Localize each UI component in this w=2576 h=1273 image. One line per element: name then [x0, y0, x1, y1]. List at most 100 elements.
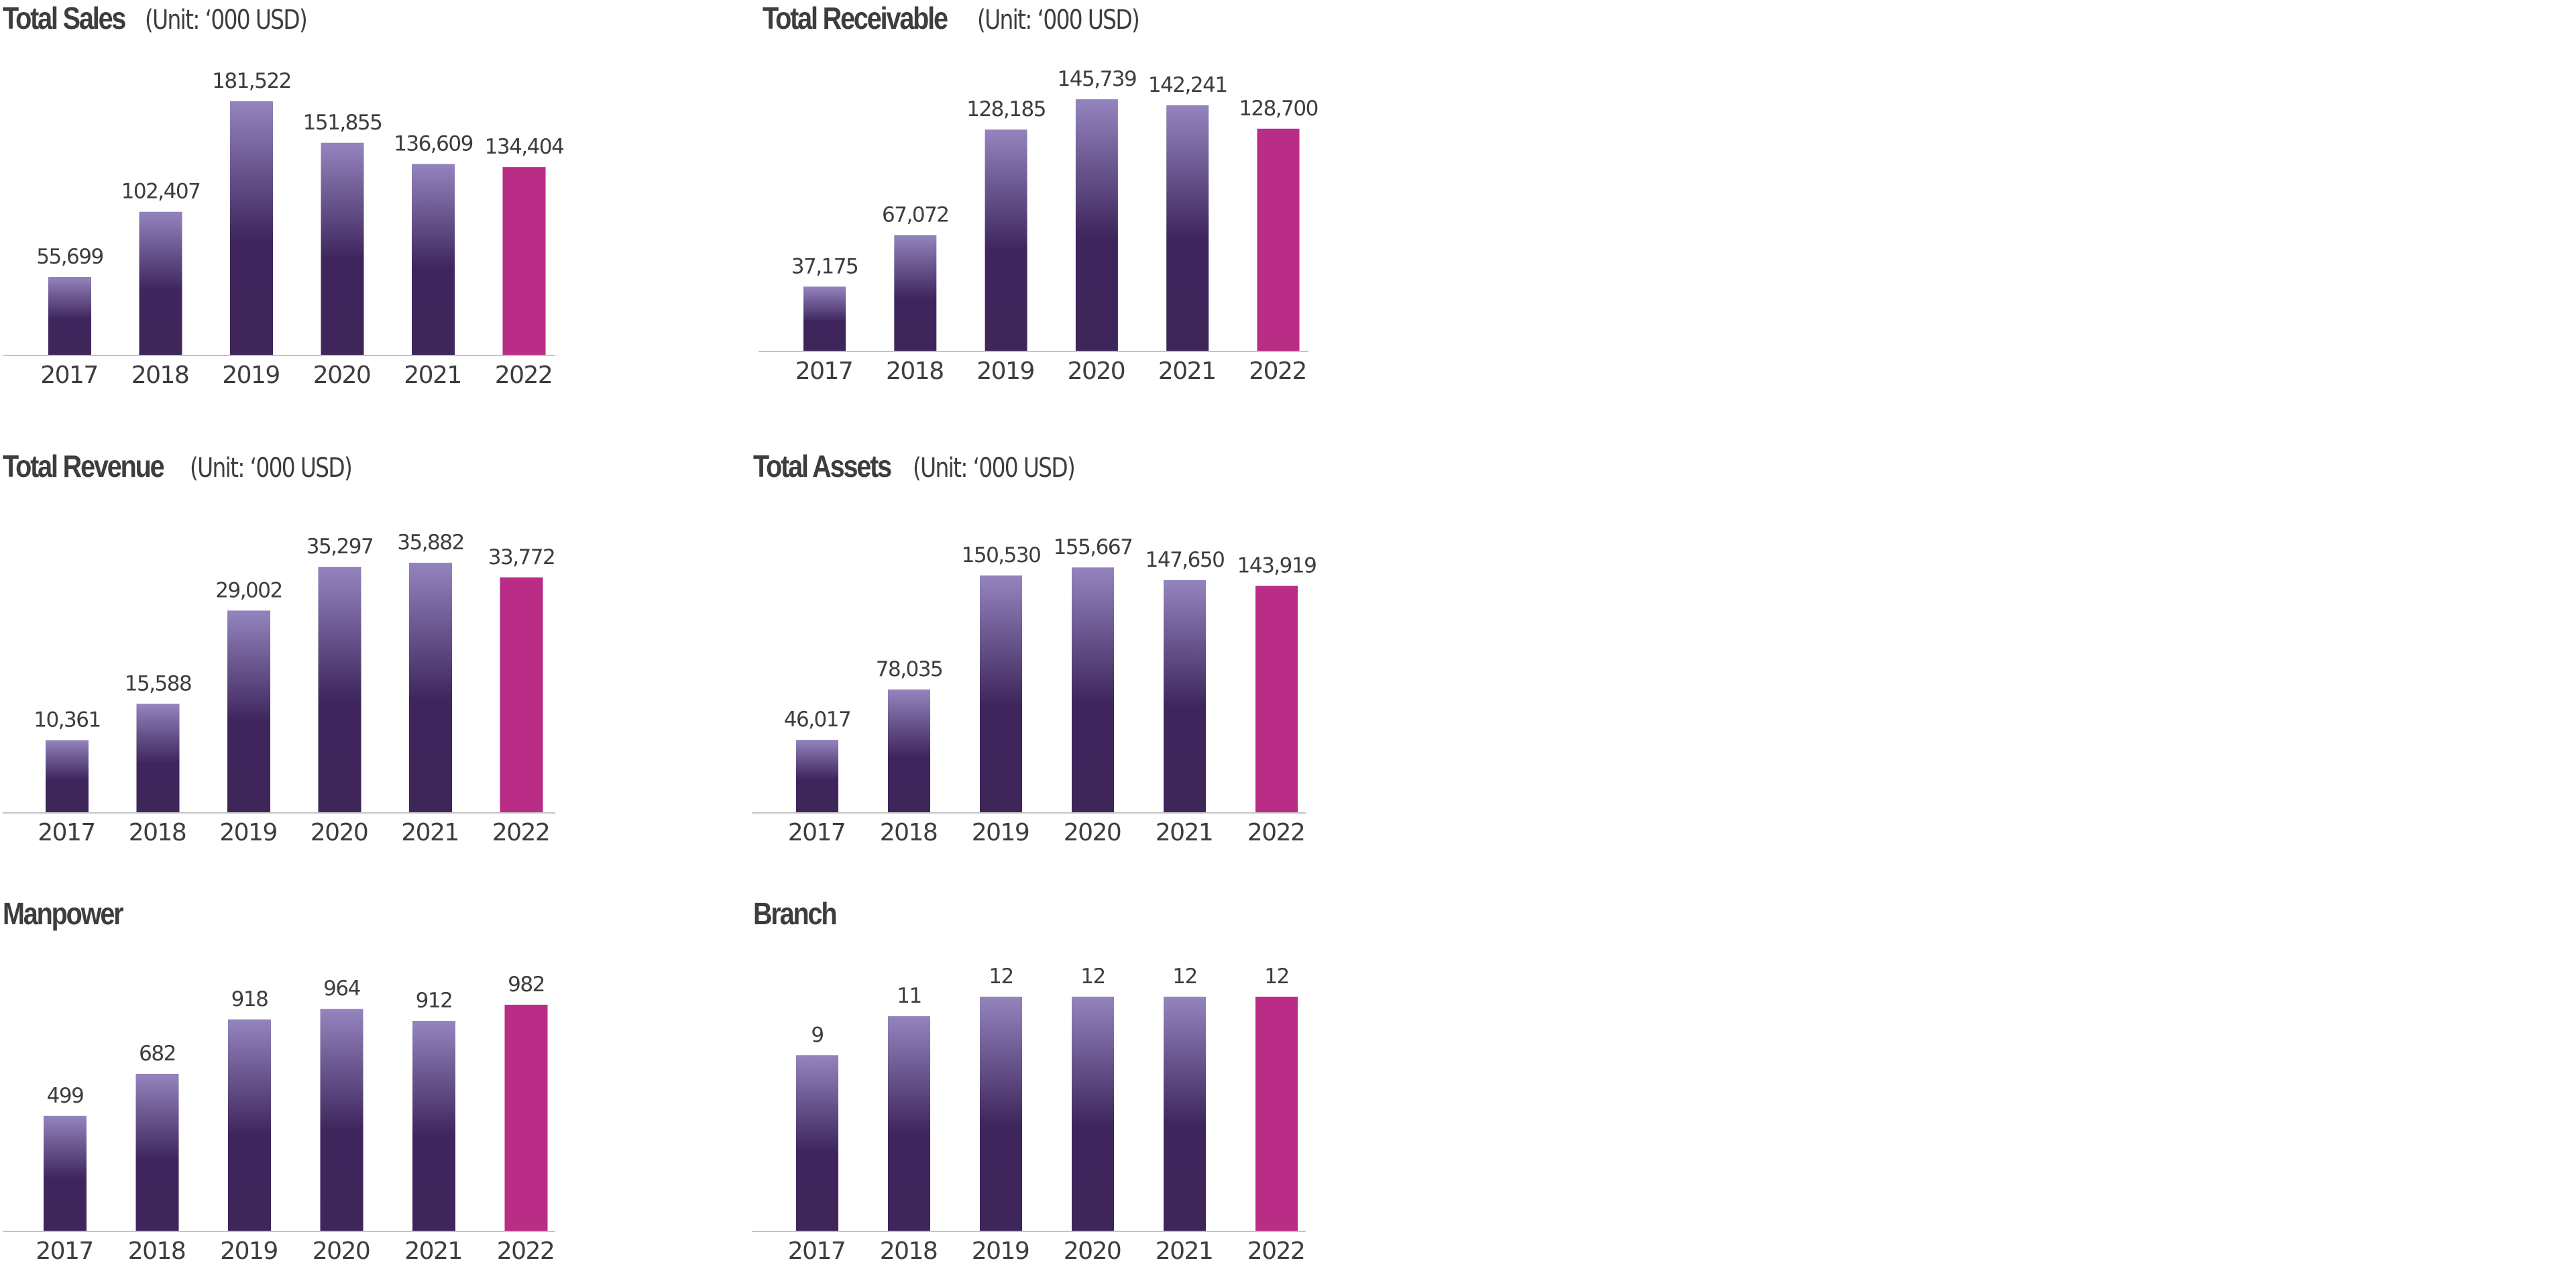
bar-2020 [1072, 997, 1114, 1231]
value-label-2020: 35,297 [306, 535, 373, 559]
bar-plot: 37,175 2017 67,072 2018 128,185 2019 145,739 20… [759, 67, 1319, 385]
chart-total-revenue: Total Revenue (Unit: ‘000 USD) 10,361 2017… [3, 448, 559, 850]
bar-2019 [985, 129, 1027, 351]
value-label-2020: 145,739 [1058, 67, 1137, 91]
bar-2018 [135, 1073, 179, 1231]
chart-title: Manpower [3, 898, 142, 929]
x-tick-label-2018: 2018 [129, 819, 186, 846]
value-label-2019: 29,002 [215, 578, 282, 602]
x-tick-label-2018: 2018 [880, 1237, 938, 1265]
bar-2019 [980, 575, 1022, 812]
bar-2021 [412, 164, 455, 355]
bar-plot: 499 2017 682 2018 918 2019 964 2020 912 2021 982 20… [3, 973, 555, 1265]
chart-total-assets: Total Assets (Unit: ‘000 USD) 46,017 2017 7… [752, 448, 1317, 850]
value-label-2017: 46,017 [784, 708, 850, 732]
chart-total-sales: Total Sales (Unit: ‘000 USD) 55,699 2017 10… [3, 0, 565, 402]
chart-branch: Branch 9 2017 11 2018 12 2019 12 2020 12 2021 12 20… [752, 895, 1315, 1273]
x-tick-label-2020: 2020 [1064, 1237, 1121, 1265]
chart-title-main: Total Revenue [3, 449, 165, 484]
x-tick-label-2017: 2017 [788, 819, 846, 846]
value-label-2017: 9 [811, 1023, 823, 1047]
bar-2020 [321, 142, 364, 355]
value-label-2020: 151,855 [303, 111, 382, 135]
bar-2022 [502, 167, 546, 355]
value-label-2022: 134,404 [485, 135, 564, 159]
chart-title: Total Revenue (Unit: ‘000 USD) [3, 451, 387, 482]
chart-title: Branch [753, 898, 849, 929]
value-label-2020: 155,667 [1054, 535, 1133, 559]
x-tick-label-2021: 2021 [404, 1237, 462, 1265]
bar-2018 [894, 235, 937, 351]
chart-title-main: Total Sales [3, 1, 126, 36]
bar-2020 [318, 567, 361, 812]
bar-2021 [409, 563, 452, 812]
value-label-2017: 55,699 [36, 245, 103, 269]
value-label-2021: 35,882 [397, 531, 463, 555]
x-tick-label-2022: 2022 [1247, 1237, 1305, 1265]
bar-2020 [1072, 567, 1114, 812]
value-label-2018: 682 [139, 1042, 176, 1066]
value-label-2018: 102,407 [121, 180, 201, 204]
chart-title-unit: (Unit: ‘000 USD) [189, 453, 353, 484]
x-tick-label-2020: 2020 [313, 362, 371, 389]
x-tick-label-2018: 2018 [131, 362, 189, 389]
bar-2019 [227, 610, 270, 812]
bar-2019 [228, 1019, 271, 1231]
value-label-2019: 181,522 [212, 69, 291, 93]
x-tick-label-2021: 2021 [404, 362, 461, 389]
chart-title: Total Receivable (Unit: ‘000 USD) [763, 3, 1174, 34]
x-tick-label-2021: 2021 [1156, 819, 1213, 846]
x-tick-label-2017: 2017 [36, 1237, 93, 1265]
chart-title: Total Assets (Unit: ‘000 USD) [753, 451, 1111, 482]
value-label-2021: 912 [416, 989, 453, 1013]
value-label-2018: 15,588 [125, 671, 191, 696]
bar-2017 [44, 1115, 87, 1231]
value-label-2020: 964 [323, 977, 360, 1001]
x-tick-label-2019: 2019 [222, 362, 280, 389]
x-tick-label-2019: 2019 [976, 357, 1034, 385]
chart-manpower: Manpower 499 2017 682 2018 918 2019 964 2020 912… [3, 895, 559, 1273]
value-label-2019: 918 [231, 987, 268, 1011]
bar-2022 [1255, 586, 1298, 812]
chart-title-main: Branch [753, 896, 838, 931]
bar-2017 [48, 277, 91, 355]
bar-2019 [230, 101, 273, 355]
value-label-2019: 12 [989, 964, 1013, 989]
x-tick-label-2022: 2022 [495, 362, 553, 389]
bar-2021 [1164, 997, 1206, 1231]
x-tick-label-2017: 2017 [38, 819, 95, 846]
value-label-2018: 67,072 [882, 203, 948, 227]
value-label-2018: 11 [897, 984, 921, 1008]
value-label-2022: 33,772 [488, 545, 555, 569]
bar-2020 [320, 1009, 363, 1231]
value-label-2017: 37,175 [791, 254, 858, 278]
bar-2017 [796, 1055, 838, 1231]
value-label-2022: 12 [1264, 964, 1288, 989]
x-tick-label-2021: 2021 [1158, 357, 1216, 385]
bar-2022 [1257, 128, 1300, 351]
bar-2022 [1255, 997, 1298, 1231]
bar-plot: 46,017 2017 78,035 2018 150,530 2019 155,667 20… [752, 535, 1317, 846]
x-tick-label-2021: 2021 [1156, 1237, 1213, 1265]
value-label-2022: 982 [508, 973, 545, 997]
value-label-2019: 128,185 [966, 97, 1046, 121]
x-tick-label-2018: 2018 [880, 819, 938, 846]
bar-plot: 9 2017 11 2018 12 2019 12 2020 12 2021 12 2022 [752, 964, 1306, 1265]
chart-title-unit: (Unit: ‘000 USD) [913, 453, 1076, 484]
chart-title-main: Manpower [3, 896, 124, 931]
x-tick-label-2022: 2022 [1247, 819, 1305, 846]
value-label-2017: 10,361 [34, 708, 100, 732]
value-label-2021: 12 [1172, 964, 1196, 989]
x-tick-label-2022: 2022 [497, 1237, 555, 1265]
x-tick-label-2019: 2019 [972, 819, 1029, 846]
x-tick-label-2020: 2020 [313, 1237, 370, 1265]
value-label-2021: 136,609 [394, 132, 473, 156]
value-label-2018: 78,035 [876, 657, 942, 681]
value-label-2022: 143,919 [1237, 554, 1317, 578]
chart-total-receivable: Total Receivable (Unit: ‘000 USD) 37,175 2… [759, 0, 1319, 402]
x-tick-label-2018: 2018 [128, 1237, 186, 1265]
value-label-2021: 147,650 [1145, 548, 1225, 572]
bar-2017 [796, 740, 838, 812]
bar-2022 [504, 1005, 548, 1231]
x-tick-label-2020: 2020 [1064, 819, 1121, 846]
